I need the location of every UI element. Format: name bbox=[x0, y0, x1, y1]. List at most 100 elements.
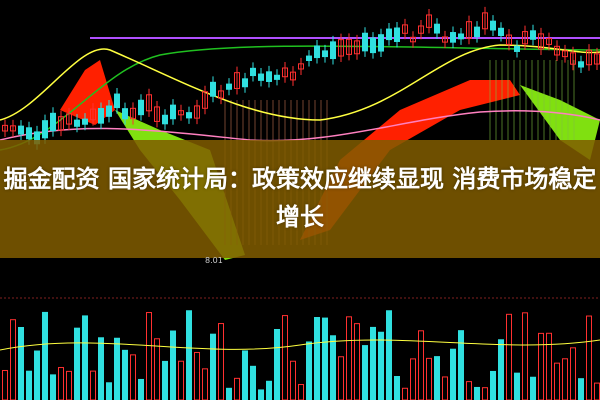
candle-body bbox=[282, 67, 288, 78]
candle-body bbox=[522, 31, 528, 45]
volume-bar bbox=[122, 349, 128, 400]
candle-body bbox=[322, 50, 328, 58]
candle-body bbox=[98, 108, 104, 124]
candle-body bbox=[250, 67, 256, 77]
volume-bar bbox=[202, 368, 208, 400]
candle-body bbox=[306, 55, 312, 61]
volume-bar bbox=[146, 312, 152, 400]
volume-bar bbox=[346, 316, 352, 400]
candle-body bbox=[506, 34, 512, 45]
volume-ma-line bbox=[0, 339, 600, 351]
candle-body bbox=[58, 116, 64, 131]
volume-bar bbox=[218, 323, 224, 400]
volume-bar bbox=[42, 311, 48, 400]
volume-bar bbox=[586, 315, 592, 400]
candle-body bbox=[178, 110, 184, 116]
volume-bar bbox=[322, 317, 328, 400]
candle-body bbox=[490, 20, 496, 31]
candle-body bbox=[338, 39, 344, 57]
candle-body bbox=[458, 33, 464, 40]
volume-bar bbox=[410, 358, 416, 400]
volume-bar bbox=[338, 356, 344, 400]
candle-body bbox=[274, 74, 280, 80]
candle-body bbox=[434, 23, 440, 34]
candle-body bbox=[354, 40, 360, 55]
volume-bar bbox=[490, 370, 496, 400]
volume-bar bbox=[354, 323, 360, 400]
candle-body bbox=[10, 125, 16, 132]
candle-body bbox=[378, 34, 384, 52]
headline-title: 掘金配资 国家统计局：政策效应继续显现 消费市场稳定增长 bbox=[3, 165, 597, 231]
candle-body bbox=[42, 120, 48, 139]
ma-line-yellow bbox=[0, 44, 600, 121]
volume-bar bbox=[26, 370, 32, 400]
candle-body bbox=[298, 63, 304, 70]
candle-body bbox=[546, 38, 552, 45]
volume-bar bbox=[570, 347, 576, 400]
volume-bar bbox=[186, 310, 192, 400]
volume-bar bbox=[18, 326, 24, 400]
candle-body bbox=[314, 45, 320, 59]
volume-bar bbox=[114, 337, 120, 400]
volume-bar bbox=[434, 356, 440, 400]
candle-body bbox=[346, 38, 352, 55]
candle-body bbox=[450, 32, 456, 43]
candle-body bbox=[258, 73, 264, 81]
volume-bar bbox=[106, 382, 112, 400]
volume-bar bbox=[554, 362, 560, 400]
volume-bar bbox=[522, 312, 528, 400]
volume-bar bbox=[394, 376, 400, 400]
ma-line-pink bbox=[0, 110, 600, 142]
volume-bar bbox=[474, 386, 480, 400]
volume-bar bbox=[466, 381, 472, 400]
volume-bar bbox=[90, 370, 96, 400]
candle-body bbox=[330, 41, 336, 60]
candle-body bbox=[410, 36, 416, 43]
candle-body bbox=[442, 36, 448, 43]
volume-bar bbox=[74, 327, 80, 400]
candle-body bbox=[234, 72, 240, 89]
volume-bar bbox=[194, 351, 200, 400]
volume-bar bbox=[50, 374, 56, 400]
candle-body bbox=[386, 28, 392, 41]
candle-body bbox=[242, 78, 248, 88]
candle-body bbox=[82, 118, 88, 125]
volume-bar bbox=[370, 326, 376, 400]
candle-body bbox=[218, 90, 224, 99]
candle-body bbox=[578, 61, 584, 68]
candle-body bbox=[570, 52, 576, 65]
volume-bar bbox=[386, 310, 392, 400]
candle-body bbox=[138, 99, 144, 116]
candle-body bbox=[474, 26, 480, 38]
candle-body bbox=[402, 24, 408, 34]
volume-bar bbox=[178, 360, 184, 400]
volume-bar bbox=[58, 367, 64, 400]
volume-bar bbox=[154, 338, 160, 400]
candle-body bbox=[122, 108, 128, 120]
headline-banner bbox=[0, 140, 600, 258]
low-price-label: 8.01 bbox=[205, 256, 223, 265]
candle-body bbox=[210, 81, 216, 97]
candle-body bbox=[74, 119, 80, 127]
volume-bar bbox=[442, 376, 448, 400]
volume-bar bbox=[162, 360, 168, 400]
candle-body bbox=[362, 32, 368, 52]
volume-bar bbox=[274, 328, 280, 400]
candle-body bbox=[562, 50, 568, 58]
candle-body bbox=[482, 12, 488, 30]
candle-body bbox=[130, 107, 136, 120]
candle-body bbox=[394, 27, 400, 42]
volume-bar bbox=[458, 330, 464, 400]
candle-body bbox=[162, 114, 168, 125]
volume-bar bbox=[210, 333, 216, 400]
volume-bar bbox=[10, 319, 16, 400]
candle-body bbox=[186, 112, 192, 119]
candle-body bbox=[466, 21, 472, 39]
candle-body bbox=[154, 106, 160, 122]
volume-bar bbox=[266, 380, 272, 400]
volume-bar bbox=[482, 387, 488, 400]
candle-body bbox=[114, 93, 120, 109]
volume-bar bbox=[402, 387, 408, 400]
volume-bar bbox=[306, 341, 312, 400]
